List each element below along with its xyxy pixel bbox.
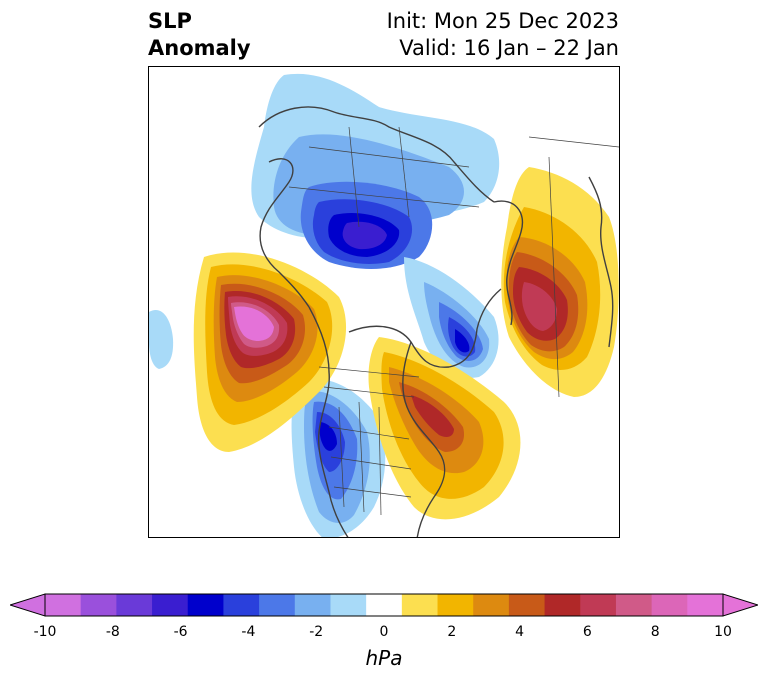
- title-left: SLP Anomaly: [148, 8, 251, 62]
- title-variable: SLP: [148, 9, 192, 33]
- colorbar-cell: [366, 594, 403, 616]
- title-quantity: Anomaly: [148, 36, 251, 60]
- colorbar-cell: [401, 594, 439, 616]
- colorbar-tick-label: -10: [33, 624, 57, 640]
- colorbar-unit-label: hPa: [365, 646, 403, 670]
- colorbar-cell: [223, 594, 260, 616]
- political-borders: [288, 126, 619, 516]
- colorbar-tick-label: 2: [447, 624, 457, 640]
- title-right: Init: Mon 25 Dec 2023 Valid: 16 Jan – 22…: [387, 8, 619, 62]
- colorbar-cell: [580, 594, 617, 616]
- colorbar-cell: [187, 594, 224, 616]
- init-date: Init: Mon 25 Dec 2023: [386, 9, 619, 33]
- colorbar-tick-label: 8: [650, 624, 660, 640]
- colorbar-cell: [473, 594, 510, 616]
- colorbar-tick-label: 10: [714, 624, 732, 640]
- coastlines: [258, 106, 614, 537]
- colorbar-cell: [437, 594, 474, 616]
- neg-anomaly-pacific: [149, 310, 174, 369]
- colorbar-cell: [80, 594, 117, 616]
- neg-anomaly-arctic: [251, 73, 500, 269]
- colorbar-max-extend: [722, 593, 758, 617]
- colorbar-cell: [259, 594, 296, 616]
- colorbar-cell: [615, 594, 653, 616]
- colorbar-cell: [330, 594, 367, 616]
- colorbar-tick-label: -2: [309, 624, 324, 640]
- colorbar-cell: [544, 594, 581, 616]
- anomaly-map: [148, 66, 620, 538]
- pos-anomaly-gulf-of-alaska: [193, 252, 347, 452]
- colorbar-cell: [45, 594, 82, 616]
- colorbar-tick-label: 6: [582, 624, 592, 640]
- colorbar-cell: [508, 594, 546, 616]
- pos-anomaly-eastern-canada: [368, 337, 521, 520]
- colorbar-tick-label: -8: [105, 624, 120, 640]
- colorbar-min-extend: [10, 593, 46, 617]
- colorbar-tick-label: 0: [379, 624, 389, 640]
- colorbar-cell: [116, 594, 153, 616]
- colorbar-cell: [294, 594, 331, 616]
- colorbar-frame: [44, 593, 724, 617]
- colorbar-tick-label: 4: [515, 624, 525, 640]
- valid-range: Valid: 16 Jan – 22 Jan: [399, 36, 619, 60]
- colorbar-tick-label: -4: [241, 624, 256, 640]
- colorbar-cell: [687, 594, 724, 616]
- colorbar-cell: [152, 594, 189, 616]
- colorbar-tick-label: -6: [173, 624, 188, 640]
- anomaly-map-svg: [149, 73, 619, 537]
- colorbar: [10, 593, 758, 617]
- pos-anomaly-greenland: [501, 167, 619, 397]
- colorbar-cell: [651, 594, 688, 616]
